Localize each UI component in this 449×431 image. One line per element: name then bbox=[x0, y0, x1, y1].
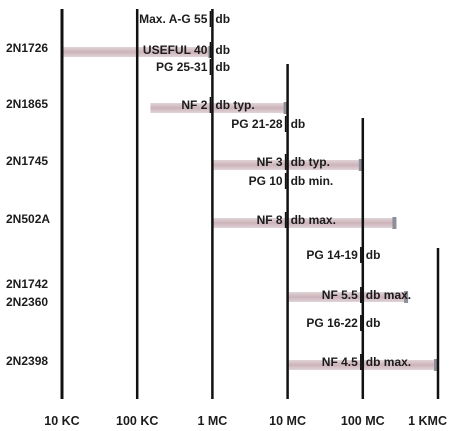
range-bar-end bbox=[358, 159, 363, 171]
spec-param-value: NF 2 bbox=[181, 98, 207, 112]
spec-unit: db bbox=[366, 316, 381, 330]
spec-param-value: PG 21-28 bbox=[231, 117, 283, 131]
spec-param-value: NF 5.5 bbox=[322, 288, 358, 302]
spec-param-value: PG 14-19 bbox=[306, 248, 358, 262]
transistor-label: 2N2398 bbox=[6, 354, 48, 368]
spec-annotation: Max. A-G 55 db bbox=[139, 11, 230, 27]
spec-annotation: NF 5.5 db max. bbox=[322, 287, 411, 303]
spec-unit: db min. bbox=[291, 174, 334, 188]
transistor-label: 2N1745 bbox=[6, 154, 48, 168]
spec-annotation: USEFUL 40 db bbox=[143, 42, 230, 58]
series-2n1726: 2N1726 Max. A-G 55 db USEFUL 40 db bbox=[6, 11, 230, 58]
range-bar-end bbox=[283, 102, 288, 114]
range-bar-end bbox=[392, 217, 397, 229]
spec-annotation: PG 25-31 db bbox=[156, 59, 230, 75]
series-2n1745: 2N1745 PG 21-28 db NF 3 db typ. bbox=[6, 116, 363, 171]
series-2n1865: 2N1865 PG 25-31 db NF 2 db typ. bbox=[6, 59, 288, 114]
range-bar bbox=[212, 218, 397, 228]
spec-unit: db max. bbox=[366, 355, 411, 369]
spec-unit: db bbox=[215, 12, 230, 26]
range-bar bbox=[150, 103, 288, 113]
spec-annotation: NF 3 db typ. bbox=[257, 154, 330, 170]
spec-annotation: NF 2 db typ. bbox=[181, 97, 255, 113]
spec-annotation: PG 16-22 db bbox=[306, 315, 380, 331]
series-2n502a: 2N502A PG 10 db min. NF 8 db max. bbox=[6, 173, 397, 229]
transistor-label: 2N1865 bbox=[6, 97, 48, 111]
spec-annotation: NF 4.5 db max. bbox=[322, 354, 411, 370]
spec-unit: db bbox=[215, 60, 230, 74]
spec-annotation: NF 8 db max. bbox=[257, 212, 336, 228]
spec-annotation: PG 14-19 db bbox=[306, 247, 380, 263]
spec-annotation: PG 21-28 db bbox=[231, 116, 305, 132]
spec-unit: db max. bbox=[291, 213, 336, 227]
range-bar-end bbox=[434, 359, 438, 371]
spec-param-value: USEFUL 40 bbox=[143, 43, 208, 57]
series-2n2398: 2N2398 PG 16-22 db NF 4.5 db max. bbox=[6, 315, 438, 371]
spec-param-value: NF 3 bbox=[257, 155, 283, 169]
spec-unit: db max. bbox=[366, 288, 411, 302]
x-tick-label: 1 MC bbox=[197, 414, 227, 428]
spec-annotation: PG 10 db min. bbox=[249, 173, 334, 189]
spec-unit: db bbox=[291, 117, 306, 131]
range-bar bbox=[287, 292, 409, 302]
spec-param-value: PG 25-31 bbox=[156, 60, 208, 74]
x-tick-label: 10 KC bbox=[44, 414, 79, 428]
x-tick-label: 1 KMC bbox=[408, 414, 447, 428]
spec-unit: db bbox=[366, 248, 381, 262]
spec-param-value: Max. A-G 55 bbox=[139, 12, 208, 26]
transistor-label: 2N1726 bbox=[6, 41, 48, 55]
spec-param-value: NF 8 bbox=[257, 213, 283, 227]
spec-unit: db typ. bbox=[291, 155, 330, 169]
spec-param-value: NF 4.5 bbox=[322, 355, 358, 369]
x-tick-label: 100 MC bbox=[341, 414, 385, 428]
spec-unit: db bbox=[215, 43, 230, 57]
series-2n1742-2n2360: 2N1742 2N2360 PG 14-19 db NF 5.5 db max. bbox=[6, 247, 411, 309]
spec-param-value: PG 10 bbox=[249, 174, 283, 188]
spec-unit: db typ. bbox=[215, 98, 254, 112]
range-bar-end bbox=[404, 291, 409, 303]
transistor-label: 2N1742 bbox=[6, 277, 48, 291]
x-tick-label: 100 KC bbox=[116, 414, 158, 428]
spec-param-value: PG 16-22 bbox=[306, 316, 358, 330]
transistor-label: 2N2360 bbox=[6, 295, 48, 309]
transistor-label: 2N502A bbox=[6, 212, 50, 226]
x-tick-label: 10 MC bbox=[269, 414, 306, 428]
